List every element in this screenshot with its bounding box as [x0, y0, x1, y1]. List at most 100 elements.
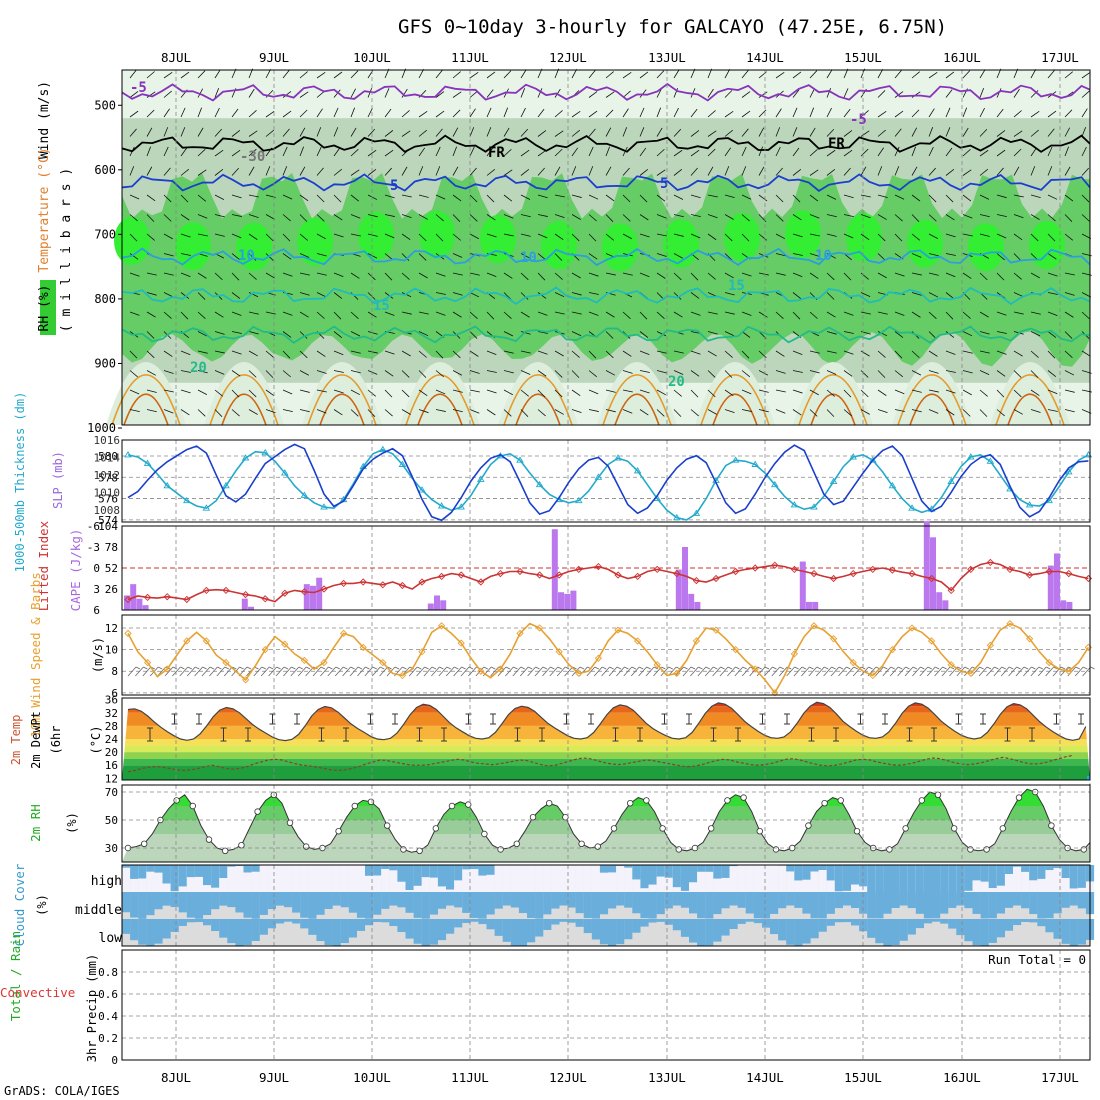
cloud-mid-bar — [381, 892, 390, 909]
rh2m-marker — [529, 814, 537, 821]
wind-barb — [265, 129, 275, 137]
wind-barb — [384, 350, 395, 355]
date-tick-label: 9JUL — [259, 50, 289, 65]
surface-barb-flag — [609, 666, 614, 670]
wind-barb — [367, 107, 373, 118]
surface-barb-flag — [1016, 666, 1021, 670]
wind-barb — [418, 389, 428, 397]
rh2m-marker — [627, 800, 634, 807]
wind-barb — [214, 331, 225, 335]
wind-barb — [911, 370, 922, 376]
rh2m-marker — [853, 828, 861, 835]
wind10-marker — [927, 637, 936, 645]
lifted-index — [124, 558, 1093, 604]
cape-bar — [142, 605, 149, 610]
cloud-mid-bar — [616, 892, 625, 906]
cloud-mid-bar — [138, 892, 147, 919]
wind-barb — [809, 107, 815, 118]
lifted-index-marker — [712, 574, 720, 583]
wind10-marker — [986, 641, 995, 649]
cloud-mid-bar — [753, 892, 762, 919]
wind-barb — [418, 370, 427, 378]
wind-barb — [809, 194, 819, 202]
wind-barb — [469, 272, 480, 276]
wind-barb — [282, 110, 292, 118]
cloud-frame — [121, 864, 1091, 947]
surface-barb-flag — [742, 666, 747, 670]
cloud-low-bar — [689, 919, 698, 943]
cloud-mid-bar — [154, 892, 163, 910]
cloud-mid-bar — [332, 892, 341, 906]
wind-barb — [1047, 253, 1057, 260]
cloud-high-bg — [146, 865, 155, 892]
cloud-high-bar — [948, 865, 957, 892]
wind-barb — [469, 146, 475, 157]
temp-fill-bands — [122, 702, 1090, 780]
surface-barb-flag — [1038, 666, 1043, 670]
lifted-index-marker — [594, 562, 603, 571]
cloud-low-bar — [591, 919, 600, 940]
wind-barb — [1047, 233, 1056, 242]
surface-barb — [926, 666, 936, 677]
wind-barb — [843, 149, 853, 157]
wind-barb — [996, 331, 1007, 334]
wind-barb — [520, 214, 531, 218]
wind-barb — [588, 389, 599, 395]
wind-barb — [826, 389, 835, 397]
wind-barb — [571, 409, 582, 414]
wind-barb — [163, 146, 169, 157]
thick-frame — [121, 439, 1091, 523]
wind-barb — [1030, 69, 1037, 79]
wind-barb — [571, 311, 582, 315]
wind10-marker — [653, 661, 661, 669]
cloud-high-bg — [478, 865, 487, 892]
cloud-high-bar — [162, 865, 171, 884]
surface-barb — [349, 666, 359, 677]
wind-barb — [860, 233, 870, 241]
surface-barb — [534, 666, 544, 677]
slp-tick-label: 1008 — [94, 504, 121, 517]
wind-barb — [231, 292, 241, 299]
cloud-high-bar — [616, 865, 625, 867]
wind-barb — [197, 194, 207, 202]
cloud-mid-bar — [770, 892, 779, 914]
wind-barb — [775, 233, 786, 240]
lifted-index-marker — [1025, 571, 1034, 579]
thickness-marker — [437, 502, 446, 509]
cloud-mid-bar — [632, 892, 641, 914]
wind-barb — [928, 108, 935, 118]
wind-barb — [469, 108, 476, 118]
wind-barb — [894, 311, 905, 316]
cloud-mid-bar — [940, 892, 949, 914]
contour-label: FR — [828, 136, 845, 152]
rh-patch-bright — [785, 210, 821, 259]
cloud-high-bg — [300, 865, 309, 892]
surface-barb — [431, 666, 440, 677]
surface-barb-flag — [1060, 666, 1066, 670]
surface-barb-flag — [276, 666, 281, 670]
wind-barb — [911, 272, 922, 276]
li-tick-label: -6 — [87, 520, 100, 533]
wind-barb — [418, 194, 429, 198]
lifted-index-marker — [790, 565, 799, 574]
wind-barb — [520, 88, 526, 98]
wind-barb — [792, 292, 802, 300]
cloud-mid-bar — [567, 892, 576, 908]
surface-barb — [179, 666, 189, 677]
cloud-mid-bar — [591, 892, 600, 919]
wind-barb — [163, 108, 170, 118]
cloud-high-bg — [721, 865, 730, 892]
wind-barb — [656, 272, 666, 279]
temp-band — [122, 702, 1090, 707]
thickness-marker — [829, 477, 838, 484]
contour-label: 10 — [238, 248, 255, 264]
temp-tick-label: 16 — [105, 759, 118, 772]
cloud-low-bar — [178, 919, 187, 926]
cloud-high-bg — [356, 865, 366, 892]
wind-barb — [503, 214, 514, 219]
surface-barb-flag — [372, 666, 377, 670]
date-tick-label: 15JUL — [844, 50, 882, 65]
wind-barb — [656, 311, 665, 319]
wind-barb — [452, 272, 463, 276]
wind-barb — [299, 292, 310, 296]
